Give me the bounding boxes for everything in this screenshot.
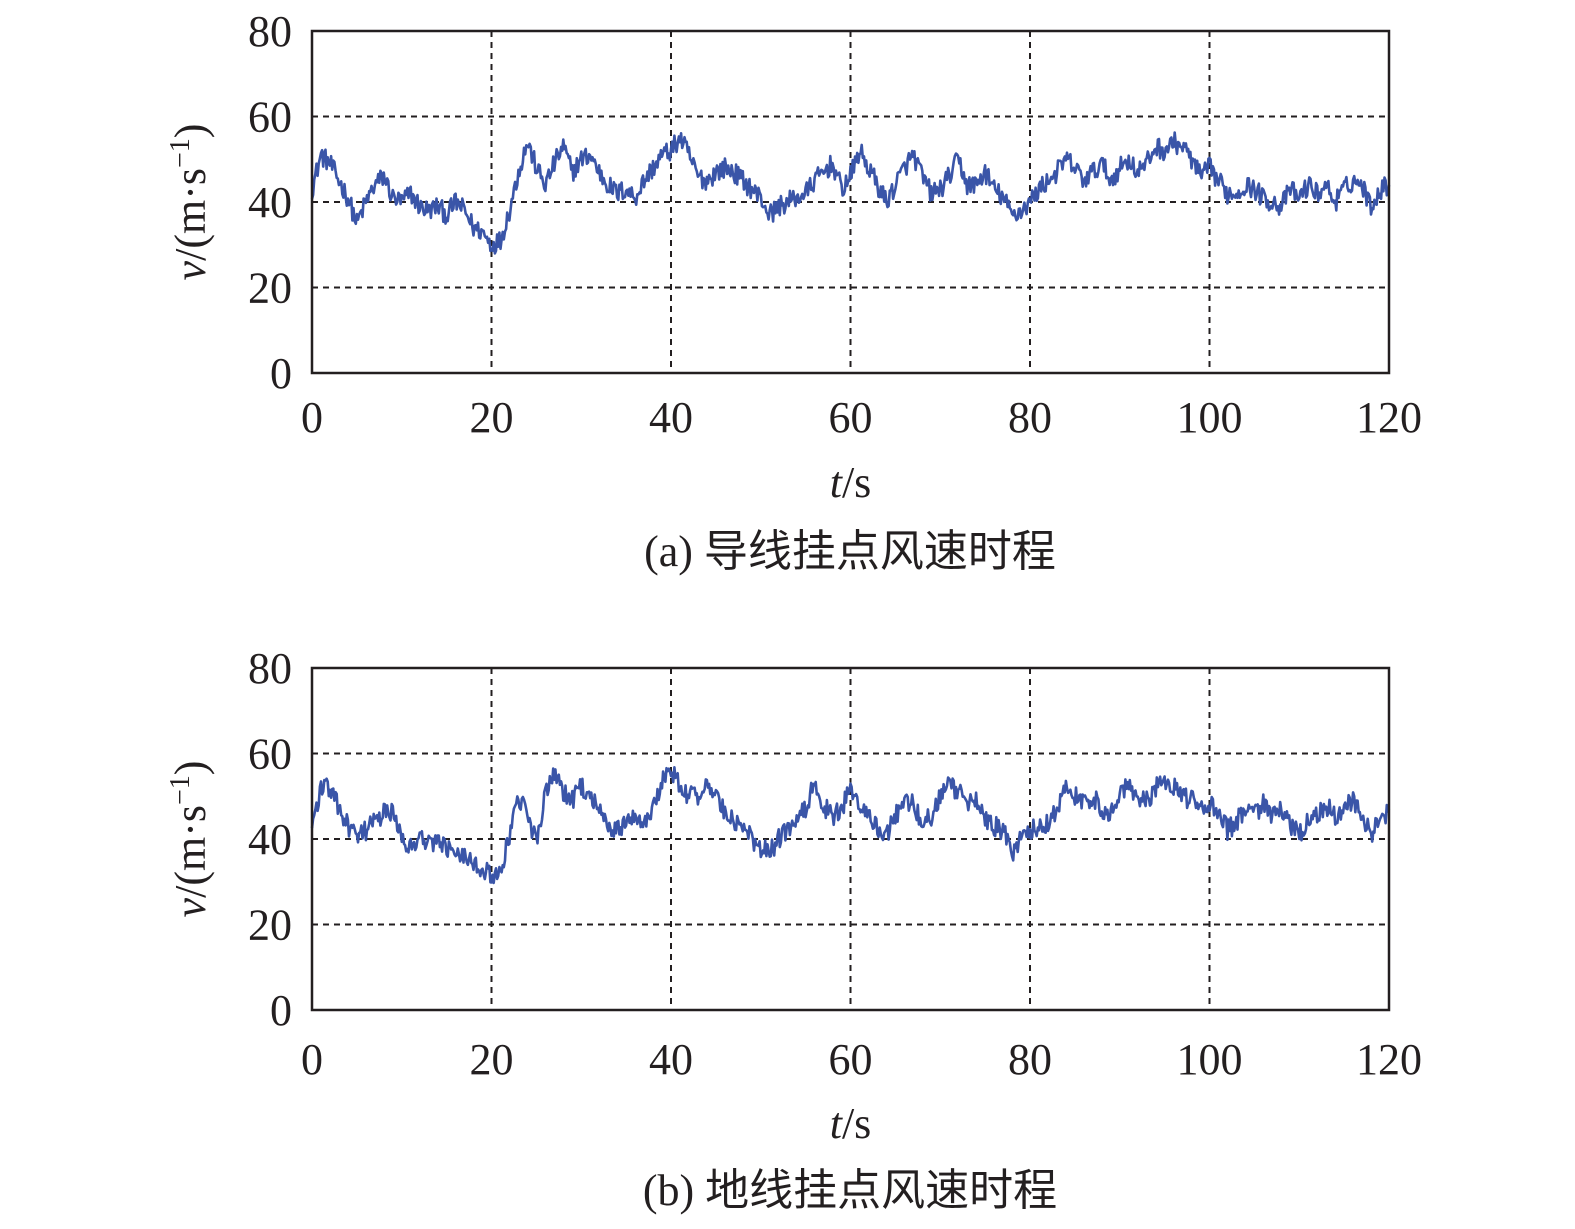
- panel-a: 0 20 40 60 80 0 20 40 60 80 100 120 t/s v/(m·s−1) (a) …: [165, 7, 1422, 576]
- x-tick-label: 100: [1177, 393, 1243, 442]
- x-tick-label: 20: [470, 1035, 514, 1084]
- y-axis-unit: /(m·s: [166, 805, 215, 898]
- y-axis-variable: v: [166, 897, 215, 917]
- x-tick-label: 40: [649, 1035, 693, 1084]
- y-tick-label: 20: [248, 901, 292, 950]
- panel-caption: (b) 地线挂点风速时程: [643, 1166, 1057, 1215]
- panel-caption: (a) 导线挂点风速时程: [644, 527, 1056, 576]
- y-axis-variable: v: [166, 260, 215, 280]
- x-tick-label: 60: [829, 393, 873, 442]
- x-axis-label: t/s: [830, 458, 872, 507]
- x-tick-label: 60: [829, 1035, 873, 1084]
- y-tick-label: 80: [248, 644, 292, 693]
- y-tick-label: 80: [248, 7, 292, 56]
- x-tick-label: 20: [470, 393, 514, 442]
- x-tick-label: 100: [1177, 1035, 1243, 1084]
- y-axis-label: v/(m·s−1): [165, 124, 215, 281]
- panel-b: 0 20 40 60 80 0 20 40 60 80 100 120 t/s v/(m·s−1) (b) …: [165, 644, 1422, 1215]
- x-tick-label: 0: [301, 1035, 323, 1084]
- y-tick-label: 60: [248, 93, 292, 142]
- x-axis-unit: /s: [842, 458, 871, 507]
- wind-speed-series-line: [310, 765, 1391, 885]
- y-tick-label: 40: [248, 815, 292, 864]
- x-tick-label: 40: [649, 393, 693, 442]
- y-tick-label: 0: [270, 349, 292, 398]
- wind-speed-series-line: [310, 131, 1391, 255]
- y-axis-unit: /(m·s: [166, 168, 215, 261]
- y-axis-label: v/(m·s−1): [165, 761, 215, 918]
- y-tick-label: 20: [248, 264, 292, 313]
- x-tick-label: 80: [1008, 1035, 1052, 1084]
- x-axis-label: t/s: [830, 1099, 872, 1148]
- plot-frame: [310, 29, 1391, 375]
- y-tick-label: 0: [270, 986, 292, 1035]
- y-axis-unit-exponent: −1: [165, 138, 196, 168]
- x-axis-variable: t: [830, 1099, 844, 1148]
- x-tick-label: 120: [1356, 1035, 1422, 1084]
- y-axis-unit-close: ): [166, 124, 215, 139]
- x-axis-variable: t: [830, 458, 844, 507]
- y-tick-label: 60: [248, 730, 292, 779]
- x-tick-label: 80: [1008, 393, 1052, 442]
- plot-frame: [310, 666, 1391, 1012]
- x-tick-label: 0: [301, 393, 323, 442]
- y-tick-label: 40: [248, 178, 292, 227]
- y-axis-unit-close: ): [166, 761, 215, 776]
- x-axis-unit: /s: [842, 1099, 871, 1148]
- x-tick-label: 120: [1356, 393, 1422, 442]
- y-axis-unit-exponent: −1: [165, 775, 196, 805]
